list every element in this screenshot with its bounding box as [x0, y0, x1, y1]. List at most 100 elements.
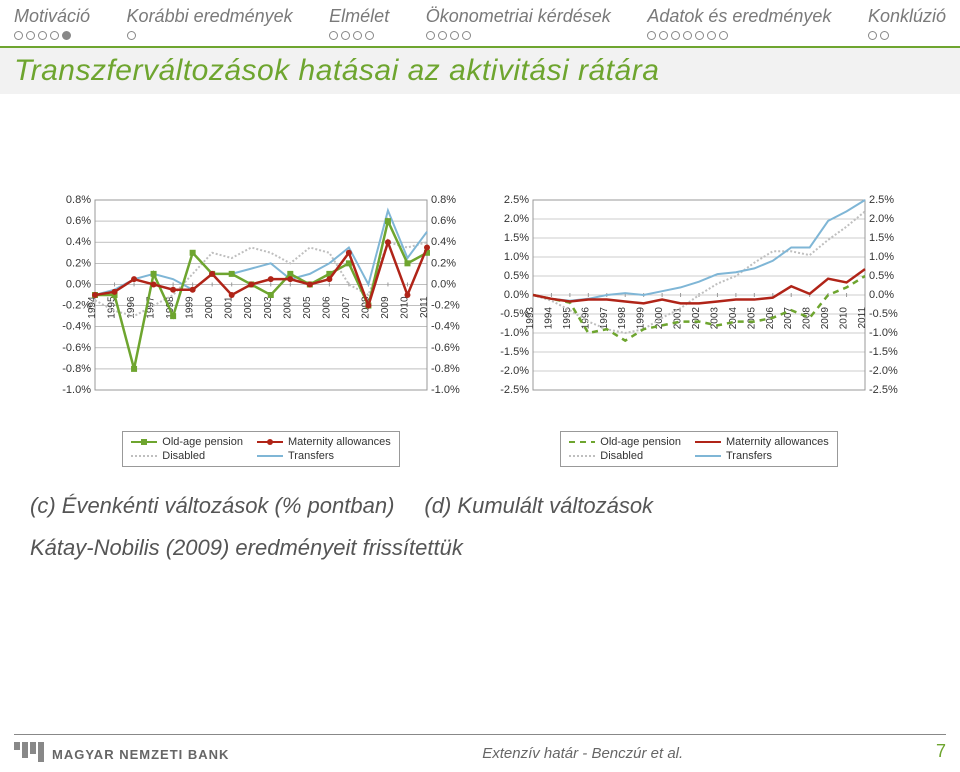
- nav-item[interactable]: Konklúzió: [868, 6, 946, 40]
- svg-text:-0.6%: -0.6%: [431, 342, 460, 354]
- svg-text:0.2%: 0.2%: [66, 257, 91, 269]
- progress-dot: [365, 31, 374, 40]
- progress-dot: [707, 31, 716, 40]
- progress-dot: [671, 31, 680, 40]
- svg-text:-0.5%: -0.5%: [869, 308, 898, 320]
- legend-left: Old-age pensionMaternity allowancesDisab…: [122, 431, 399, 467]
- nav-progress-dots: [426, 31, 611, 40]
- nav-label: Elmélet: [329, 6, 389, 27]
- svg-text:2004: 2004: [728, 307, 739, 330]
- svg-text:1.0%: 1.0%: [504, 251, 529, 263]
- svg-text:2.0%: 2.0%: [504, 213, 529, 225]
- svg-text:0.5%: 0.5%: [869, 270, 894, 282]
- progress-dot: [719, 31, 728, 40]
- legend-swatch-icon: [695, 437, 721, 447]
- nav-label: Konklúzió: [868, 6, 946, 27]
- svg-text:2005: 2005: [302, 296, 313, 319]
- legend-label: Disabled: [600, 450, 643, 462]
- svg-text:1997: 1997: [599, 307, 610, 330]
- nav-item[interactable]: Korábbi eredmények: [127, 6, 293, 40]
- svg-text:2010: 2010: [839, 307, 850, 330]
- svg-text:0.4%: 0.4%: [431, 236, 456, 248]
- svg-text:2003: 2003: [263, 296, 274, 319]
- svg-text:2004: 2004: [282, 296, 293, 319]
- footer-center: Extenzív határ - Benczúr et al.: [482, 745, 683, 762]
- legend-label: Maternity allowances: [726, 436, 829, 448]
- legend-item: Old-age pension: [569, 436, 681, 448]
- chart-annual-changes: 0.8%0.8%0.6%0.6%0.4%0.4%0.2%0.2%0.0%0.0%…: [51, 194, 471, 467]
- svg-text:1993: 1993: [525, 307, 536, 330]
- progress-dot: [647, 31, 656, 40]
- progress-dot: [26, 31, 35, 40]
- progress-dot: [14, 31, 23, 40]
- svg-text:2000: 2000: [204, 296, 215, 319]
- nav-label: Motiváció: [14, 6, 90, 27]
- logo: MAGYAR NEMZETI BANK: [14, 742, 229, 762]
- legend-swatch-icon: [569, 437, 595, 447]
- legend-label: Transfers: [288, 450, 334, 462]
- svg-text:1999: 1999: [185, 296, 196, 319]
- nav-sections: Motiváció Korábbi eredmények Elmélet Ökonom…: [0, 0, 960, 40]
- svg-text:-0.4%: -0.4%: [431, 321, 460, 333]
- legend-label: Disabled: [162, 450, 205, 462]
- svg-text:1.0%: 1.0%: [869, 251, 894, 263]
- legend-swatch-icon: [257, 437, 283, 447]
- logo-bars-icon: [14, 742, 44, 762]
- footer: MAGYAR NEMZETI BANK Extenzív határ - Ben…: [14, 734, 946, 762]
- svg-text:-0.8%: -0.8%: [62, 363, 91, 375]
- chart-captions: (c) Évenkénti változások (% pontban) (d)…: [0, 467, 960, 519]
- svg-text:1996: 1996: [580, 307, 591, 330]
- progress-dot: [38, 31, 47, 40]
- svg-text:0.8%: 0.8%: [431, 194, 456, 206]
- svg-text:2006: 2006: [321, 296, 332, 319]
- footer-page: 7: [936, 741, 946, 762]
- legend-swatch-icon: [131, 451, 157, 461]
- svg-text:2011: 2011: [857, 307, 868, 329]
- svg-text:-2.0%: -2.0%: [869, 365, 898, 377]
- svg-text:-1.0%: -1.0%: [869, 327, 898, 339]
- svg-text:-0.4%: -0.4%: [62, 321, 91, 333]
- legend-label: Old-age pension: [600, 436, 681, 448]
- svg-text:1.5%: 1.5%: [869, 232, 894, 244]
- charts-row: 0.8%0.8%0.6%0.6%0.4%0.4%0.2%0.2%0.0%0.0%…: [0, 194, 960, 467]
- caption-d: (d) Kumulált változások: [424, 493, 653, 519]
- legend-item: Disabled: [131, 450, 243, 462]
- nav-progress-dots: [127, 31, 293, 40]
- legend-swatch-icon: [569, 451, 595, 461]
- svg-text:0.0%: 0.0%: [431, 278, 456, 290]
- nav-label: Ökonometriai kérdések: [426, 6, 611, 27]
- chart-cumulative-changes: 2.5%2.5%2.0%2.0%1.5%1.5%1.0%1.0%0.5%0.5%…: [489, 194, 909, 467]
- legend-label: Old-age pension: [162, 436, 243, 448]
- progress-dot: [880, 31, 889, 40]
- svg-text:-2.5%: -2.5%: [500, 384, 529, 396]
- legend-label: Transfers: [726, 450, 772, 462]
- svg-text:0.2%: 0.2%: [431, 257, 456, 269]
- nav-item[interactable]: Ökonometriai kérdések: [426, 6, 611, 40]
- svg-text:-0.2%: -0.2%: [431, 300, 460, 312]
- svg-text:2009: 2009: [820, 307, 831, 330]
- svg-text:2011: 2011: [419, 296, 430, 318]
- svg-text:0.4%: 0.4%: [66, 236, 91, 248]
- progress-dot: [695, 31, 704, 40]
- svg-text:1998: 1998: [617, 307, 628, 330]
- svg-text:2005: 2005: [746, 307, 757, 330]
- svg-text:0.0%: 0.0%: [66, 278, 91, 290]
- caption-c: (c) Évenkénti változások (% pontban): [30, 493, 394, 519]
- nav-item[interactable]: Elmélet: [329, 6, 389, 40]
- nav-item[interactable]: Motiváció: [14, 6, 90, 40]
- page-title: Transzferváltozások hatásai az aktivitás…: [14, 54, 946, 88]
- legend-swatch-icon: [695, 451, 721, 461]
- nav-item[interactable]: Adatok és eredmények: [647, 6, 831, 40]
- svg-text:2007: 2007: [341, 296, 352, 319]
- svg-text:0.0%: 0.0%: [869, 289, 894, 301]
- nav-progress-dots: [868, 31, 946, 40]
- svg-text:-1.5%: -1.5%: [500, 346, 529, 358]
- legend-item: Transfers: [695, 450, 829, 462]
- svg-text:2002: 2002: [691, 307, 702, 330]
- svg-text:2.5%: 2.5%: [504, 194, 529, 206]
- svg-text:1.5%: 1.5%: [504, 232, 529, 244]
- svg-text:0.6%: 0.6%: [66, 215, 91, 227]
- svg-text:-1.5%: -1.5%: [869, 346, 898, 358]
- nav-label: Adatok és eredmények: [647, 6, 831, 27]
- svg-text:-2.0%: -2.0%: [500, 365, 529, 377]
